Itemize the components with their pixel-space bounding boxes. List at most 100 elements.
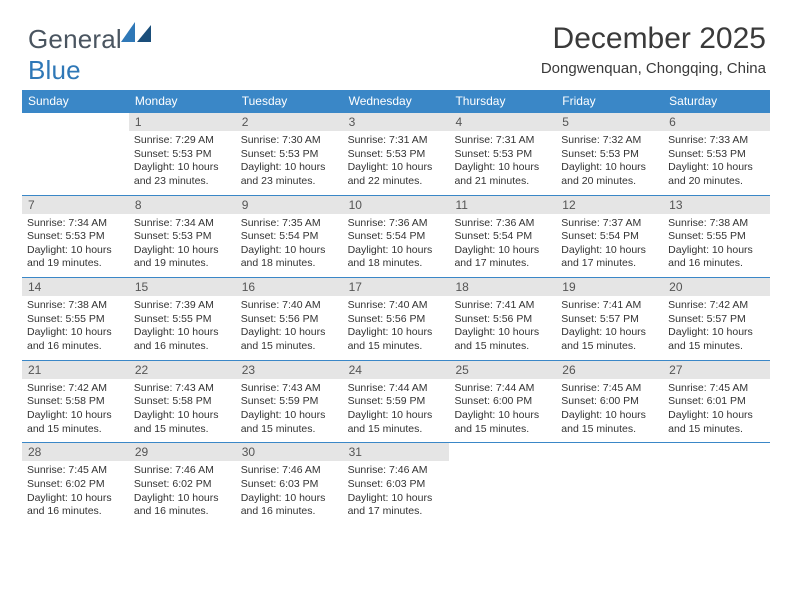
- day-number: 23: [236, 361, 343, 379]
- day-cell: Sunrise: 7:33 AMSunset: 5:53 PMDaylight:…: [663, 131, 770, 195]
- sunset-line: Sunset: 5:54 PM: [454, 230, 551, 244]
- daylight-line: Daylight: 10 hours and 17 minutes.: [348, 492, 445, 519]
- sunset-line: Sunset: 5:53 PM: [454, 148, 551, 162]
- day-cell: Sunrise: 7:31 AMSunset: 5:53 PMDaylight:…: [449, 131, 556, 195]
- day-header: Saturday: [663, 90, 770, 112]
- page-subtitle: Dongwenquan, Chongqing, China: [541, 60, 766, 77]
- daylight-line: Daylight: 10 hours and 16 minutes.: [668, 244, 765, 271]
- daylight-line: Daylight: 10 hours and 15 minutes.: [454, 326, 551, 353]
- sunset-line: Sunset: 5:55 PM: [27, 313, 124, 327]
- daylight-line: Daylight: 10 hours and 16 minutes.: [27, 326, 124, 353]
- sunrise-line: Sunrise: 7:41 AM: [561, 299, 658, 313]
- brand-part1: General: [28, 24, 122, 54]
- data-row: Sunrise: 7:29 AM Sunset: 5:53 PM Daylight:…: [22, 131, 770, 195]
- day-cell: Sunrise: 7:45 AMSunset: 6:01 PMDaylight:…: [663, 379, 770, 443]
- sunrise-line: Sunrise: 7:36 AM: [348, 217, 445, 231]
- sunrise-line: Sunrise: 7:34 AM: [27, 217, 124, 231]
- day-number: 16: [236, 278, 343, 296]
- daylight-line: Daylight: 10 hours and 18 minutes.: [348, 244, 445, 271]
- daynum-row: 123456: [22, 113, 770, 131]
- day-cell: Sunrise: 7:34 AMSunset: 5:53 PMDaylight:…: [129, 214, 236, 278]
- day-cell: Sunrise: 7:30 AMSunset: 5:53 PMDaylight:…: [236, 131, 343, 195]
- sunrise-line: Sunrise: 7:36 AM: [454, 217, 551, 231]
- sunrise-line: Sunrise: 7:33 AM: [668, 134, 765, 148]
- sunset-line: Sunset: 6:01 PM: [668, 395, 765, 409]
- sunrise-line: Sunrise: 7:43 AM: [241, 382, 338, 396]
- sunrise-line: Sunrise: 7:31 AM: [454, 134, 551, 148]
- day-number: 27: [663, 361, 770, 379]
- day-cell: Sunrise: 7:43 AMSunset: 5:58 PMDaylight:…: [129, 379, 236, 443]
- daylight-line: Daylight: 10 hours and 15 minutes.: [348, 326, 445, 353]
- day-number: 8: [129, 196, 236, 214]
- day-cell: Sunrise: 7:40 AMSunset: 5:56 PMDaylight:…: [343, 296, 450, 360]
- daynum-row: 28293031: [22, 443, 770, 461]
- daynum-row: 21222324252627: [22, 361, 770, 379]
- sunset-line: Sunset: 5:56 PM: [241, 313, 338, 327]
- sunrise-line: Sunrise: 7:34 AM: [134, 217, 231, 231]
- daylight-line: Daylight: 10 hours and 19 minutes.: [134, 244, 231, 271]
- sunrise-line: Sunrise: 7:42 AM: [668, 299, 765, 313]
- sunrise-line: Sunrise: 7:44 AM: [348, 382, 445, 396]
- sunset-line: Sunset: 5:53 PM: [668, 148, 765, 162]
- daynum-row: 78910111213: [22, 196, 770, 214]
- day-number: [449, 443, 556, 461]
- sunset-line: Sunset: 5:56 PM: [348, 313, 445, 327]
- sunset-line: Sunset: 5:54 PM: [348, 230, 445, 244]
- sunrise-line: Sunrise: 7:31 AM: [348, 134, 445, 148]
- daylight-line: Daylight: 10 hours and 15 minutes.: [27, 409, 124, 436]
- daylight-line: Daylight: 10 hours and 17 minutes.: [561, 244, 658, 271]
- day-number: 29: [129, 443, 236, 461]
- sunrise-line: Sunrise: 7:32 AM: [561, 134, 658, 148]
- day-cell: Sunrise: 7:31 AMSunset: 5:53 PMDaylight:…: [343, 131, 450, 195]
- day-number: 30: [236, 443, 343, 461]
- day-number: 28: [22, 443, 129, 461]
- daylight-line: Daylight: 10 hours and 22 minutes.: [348, 161, 445, 188]
- sunrise-line: Sunrise: 7:38 AM: [668, 217, 765, 231]
- data-row: Sunrise: 7:34 AMSunset: 5:53 PMDaylight:…: [22, 214, 770, 278]
- day-number: 25: [449, 361, 556, 379]
- day-number: 11: [449, 196, 556, 214]
- sunset-line: Sunset: 6:03 PM: [348, 478, 445, 492]
- day-number: 26: [556, 361, 663, 379]
- sunset-line: Sunset: 5:59 PM: [348, 395, 445, 409]
- day-number: 31: [343, 443, 450, 461]
- daynum-row: 14151617181920: [22, 278, 770, 296]
- daylight-line: Daylight: 10 hours and 16 minutes.: [134, 326, 231, 353]
- day-header: Sunday: [22, 90, 129, 112]
- day-cell: Sunrise: 7:40 AMSunset: 5:56 PMDaylight:…: [236, 296, 343, 360]
- day-number: 1: [129, 113, 236, 131]
- sunset-line: Sunset: 6:00 PM: [561, 395, 658, 409]
- sunrise-line: Sunrise: 7:29 AM: [134, 134, 231, 148]
- sunset-line: Sunset: 5:53 PM: [241, 148, 338, 162]
- daylight-line: Daylight: 10 hours and 15 minutes.: [134, 409, 231, 436]
- daylight-line: Daylight: 10 hours and 16 minutes.: [241, 492, 338, 519]
- sunset-line: Sunset: 6:00 PM: [454, 395, 551, 409]
- day-number: 5: [556, 113, 663, 131]
- day-cell: Sunrise: 7:43 AMSunset: 5:59 PMDaylight:…: [236, 379, 343, 443]
- sunrise-line: Sunrise: 7:42 AM: [27, 382, 124, 396]
- day-cell: Sunrise: 7:42 AMSunset: 5:57 PMDaylight:…: [663, 296, 770, 360]
- sunrise-line: Sunrise: 7:46 AM: [348, 464, 445, 478]
- daylight-line: Daylight: 10 hours and 15 minutes.: [241, 409, 338, 436]
- brand-logo: GeneralBlue: [28, 24, 122, 86]
- day-number: 22: [129, 361, 236, 379]
- daylight-line: Daylight: 10 hours and 16 minutes.: [134, 492, 231, 519]
- day-cell: [556, 461, 663, 525]
- day-header-row: SundayMondayTuesdayWednesdayThursdayFrid…: [22, 90, 770, 112]
- daylight-line: Daylight: 10 hours and 18 minutes.: [241, 244, 338, 271]
- day-number: [663, 443, 770, 461]
- day-header: Wednesday: [343, 90, 450, 112]
- daylight-line: Daylight: 10 hours and 16 minutes.: [27, 492, 124, 519]
- week: 123456 Sunrise: 7:29 AM Sunset: 5:53 PM Day…: [22, 112, 770, 195]
- day-header: Tuesday: [236, 90, 343, 112]
- day-number: 19: [556, 278, 663, 296]
- sunset-line: Sunset: 6:02 PM: [134, 478, 231, 492]
- sunset-line: Sunset: 5:59 PM: [241, 395, 338, 409]
- day-number: 2: [236, 113, 343, 131]
- day-cell: [663, 461, 770, 525]
- brand-part2: Blue: [28, 55, 81, 85]
- day-cell: Sunrise: 7:37 AMSunset: 5:54 PMDaylight:…: [556, 214, 663, 278]
- sunset-line: Sunset: 5:53 PM: [27, 230, 124, 244]
- daylight-line: Daylight: 10 hours and 15 minutes.: [561, 326, 658, 353]
- daylight-line: Daylight: 10 hours and 15 minutes.: [668, 409, 765, 436]
